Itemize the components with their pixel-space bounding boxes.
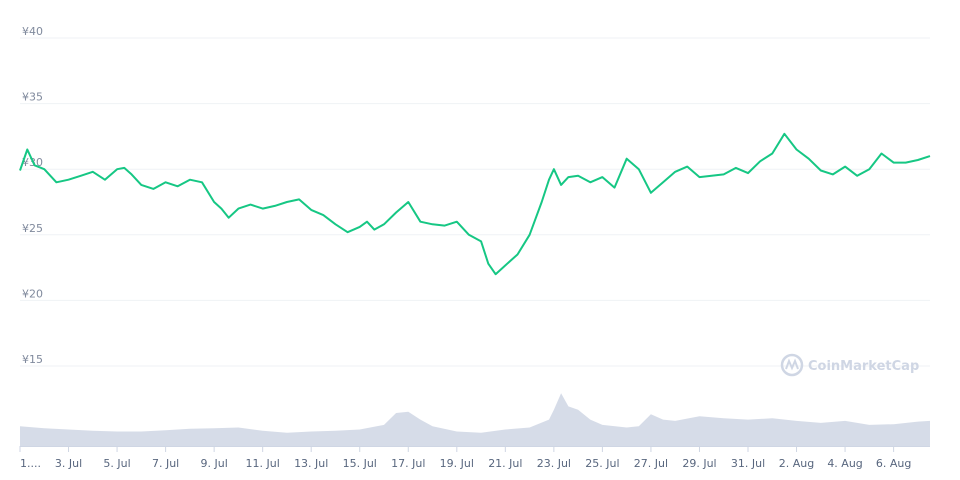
x-tick-label: 21. Jul [488, 457, 522, 470]
coinmarketcap-watermark: CoinMarketCap [780, 353, 919, 377]
y-tick-label: ¥25 [22, 222, 43, 235]
grid-lines [20, 37, 930, 367]
x-tick-label: 23. Jul [537, 457, 571, 470]
y-tick-label: ¥35 [22, 91, 43, 104]
x-tick-label: 9. Jul [201, 457, 228, 470]
y-tick-label: ¥15 [22, 353, 43, 366]
volume-area [20, 393, 930, 447]
x-tick-label: 29. Jul [682, 457, 716, 470]
x-tick-label: 1.... [20, 457, 41, 470]
x-tick-label: 25. Jul [585, 457, 619, 470]
x-tick-label: 5. Jul [103, 457, 130, 470]
x-tick-label: 11. Jul [246, 457, 280, 470]
volume-area-path [20, 393, 930, 446]
x-tick-label: 19. Jul [440, 457, 474, 470]
x-tick-label: 3. Jul [55, 457, 82, 470]
y-axis-ticks: ¥15¥20¥25¥30¥35¥40 [22, 25, 43, 366]
x-tick-label: 4. Aug [827, 457, 862, 470]
x-tick-label: 2. Aug [779, 457, 814, 470]
watermark-text: CoinMarketCap [808, 359, 919, 374]
price-line [19, 132, 931, 276]
x-tick-label: 27. Jul [634, 457, 668, 470]
x-tick-label: 6. Aug [876, 457, 911, 470]
x-tick-label: 7. Jul [152, 457, 179, 470]
y-tick-label: ¥20 [22, 287, 43, 300]
x-tick-label: 13. Jul [294, 457, 328, 470]
x-axis-ticks: 1.... 3. Jul 5. Jul 7. Jul 9. Jul 11. Jul 13. … [19, 446, 911, 470]
price-line-layer [19, 132, 931, 276]
y-tick-label: ¥40 [22, 25, 43, 38]
coinmarketcap-logo-icon [780, 353, 804, 377]
x-tick-label: 31. Jul [731, 457, 765, 470]
x-tick-label: 15. Jul [343, 457, 377, 470]
x-tick-label: 17. Jul [391, 457, 425, 470]
